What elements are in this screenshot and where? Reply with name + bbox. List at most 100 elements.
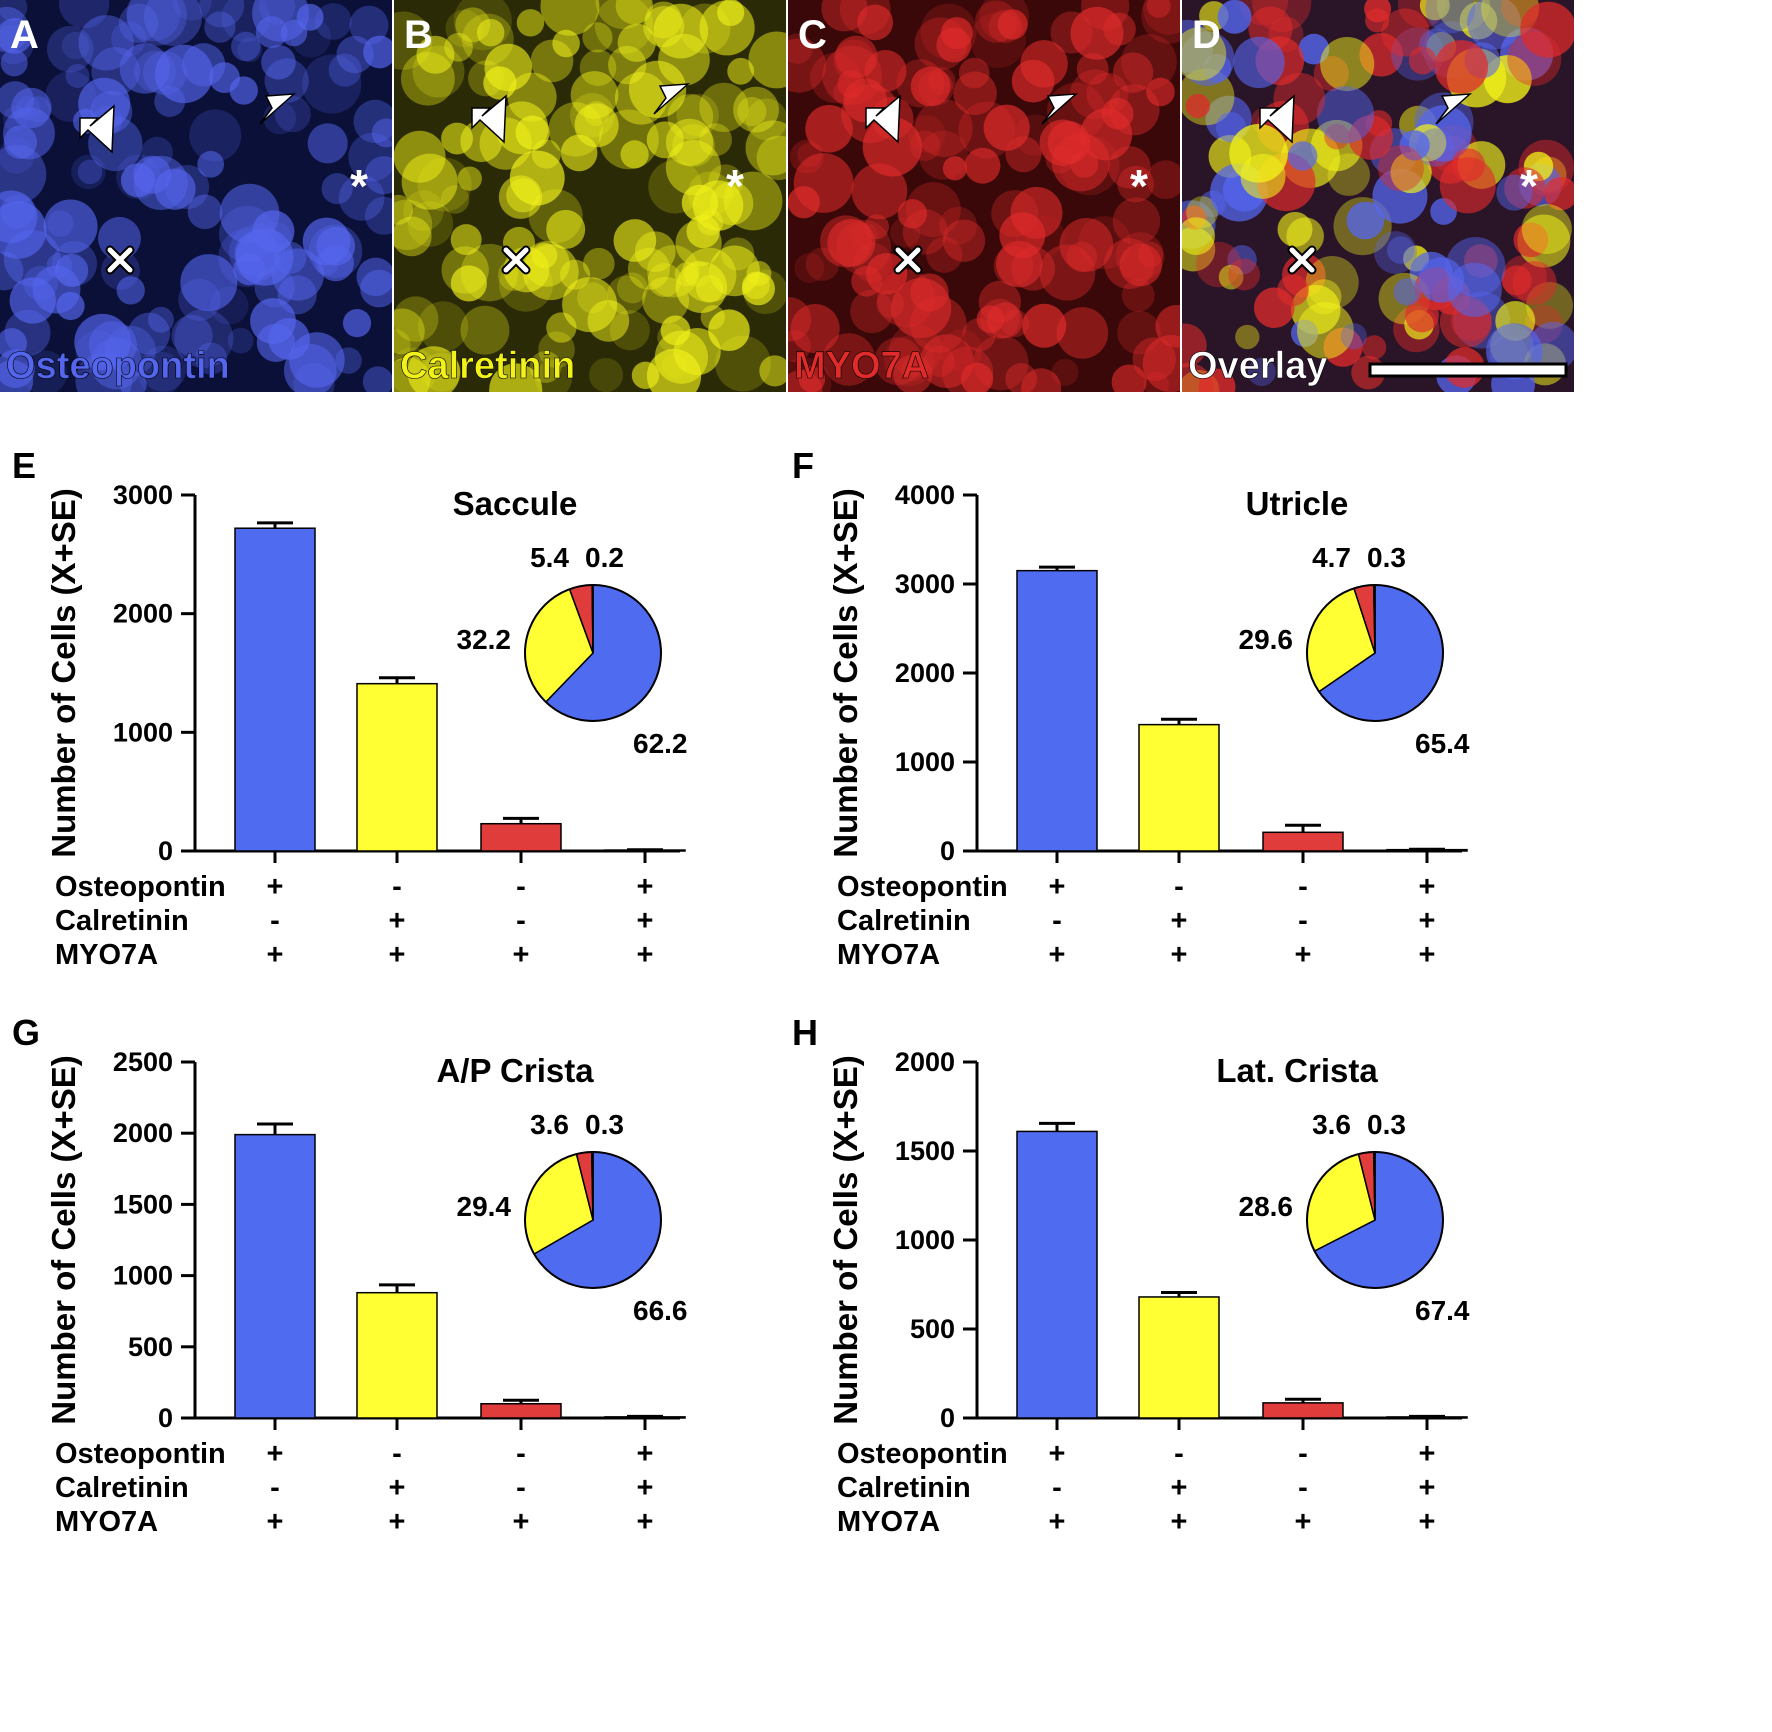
- y-tick-label: 1500: [895, 1136, 955, 1166]
- marker-sign: +: [637, 1438, 654, 1470]
- cell-blob: [143, 0, 203, 46]
- cell-blob: [1287, 141, 1318, 171]
- cell-blob: [1112, 52, 1154, 93]
- pie-label: 3.6: [530, 1109, 569, 1140]
- cell-blob: [1544, 176, 1574, 211]
- cell-blob: [1146, 0, 1171, 18]
- cell-blob: [1014, 114, 1057, 156]
- cell-blob: [857, 4, 894, 41]
- bar: [234, 527, 316, 852]
- pie-chart: 66.6 29.4 3.6 0.3: [457, 1109, 688, 1326]
- cell-blob: [1390, 151, 1432, 194]
- cell-blob: [794, 252, 825, 283]
- pie-outline: [524, 584, 662, 722]
- cell-blob: [1217, 0, 1252, 34]
- cell-blob: [261, 44, 296, 80]
- cell-blob: [672, 124, 715, 167]
- cell-blob: [1362, 335, 1387, 360]
- cell-blob: [733, 86, 779, 133]
- cell-blob: [1021, 368, 1062, 392]
- pie-label: 0.3: [585, 1109, 624, 1140]
- cell-blob: [1252, 0, 1312, 33]
- cell-blob: [61, 31, 90, 60]
- marker-sign: +: [637, 1506, 654, 1538]
- cell-blob: [1115, 232, 1165, 281]
- marker-sign: -: [1052, 905, 1062, 937]
- cell-blob: [827, 218, 876, 267]
- y-tick-label: 3000: [895, 569, 955, 599]
- marker-sign: +: [513, 939, 530, 971]
- cell-blob: [745, 120, 786, 176]
- cell-blob: [394, 216, 432, 257]
- marker-sign: +: [389, 1472, 406, 1504]
- y-tick-label: 1000: [113, 717, 173, 747]
- y-tick-label: 0: [940, 1403, 955, 1433]
- y-tick-label: 1000: [895, 1225, 955, 1255]
- cell-blob: [562, 277, 618, 333]
- cell-blob: [1142, 335, 1180, 392]
- cell-blob: [371, 118, 392, 148]
- arrow-icon: [471, 94, 507, 144]
- cell-texture: [0, 0, 392, 392]
- cell-blob: [1229, 123, 1288, 183]
- cell-blob: [407, 201, 454, 247]
- cell-blob: [646, 121, 684, 159]
- cell-blob: [1205, 95, 1252, 142]
- channel-label: Osteopontin: [6, 345, 230, 387]
- cell-blob: [570, 93, 615, 138]
- cell-blob: [1404, 298, 1439, 333]
- y-axis-label: Number of Cells (X+SE): [827, 488, 864, 858]
- cell-blob: [1386, 236, 1415, 264]
- cell-blob: [237, 37, 263, 63]
- cell-blob: [1377, 145, 1424, 192]
- cell-blob: [126, 0, 187, 46]
- cell-blob: [1051, 358, 1079, 386]
- arrowhead-icon: [1435, 93, 1473, 125]
- y-axis-label: Number of Cells (X+SE): [45, 488, 82, 858]
- pie-slice: [591, 584, 594, 654]
- cell-blob: [116, 276, 145, 305]
- cell-blob: [896, 59, 945, 108]
- cell-blob: [579, 49, 617, 87]
- cell-blob: [748, 31, 786, 89]
- cell-blob: [1108, 146, 1151, 189]
- cell-blob: [914, 99, 973, 158]
- cell-blob: [920, 3, 977, 60]
- row-label: MYO7A: [837, 939, 940, 971]
- cell-blob: [120, 163, 156, 198]
- cell-blob: [923, 345, 955, 378]
- arrowhead-icon: [1041, 93, 1079, 125]
- row-label: MYO7A: [837, 1506, 940, 1538]
- marker-sign: +: [1049, 939, 1066, 971]
- y-tick-label: 2500: [113, 1047, 173, 1077]
- cell-blob: [58, 0, 110, 29]
- cell-blob: [204, 11, 236, 43]
- image-panel-c: C MYO7A *: [788, 0, 1180, 392]
- cell-blob: [582, 247, 615, 280]
- cell-blob: [1024, 216, 1065, 257]
- marker-sign: -: [1174, 871, 1184, 903]
- cell-blob: [417, 301, 469, 352]
- cell-blob: [394, 329, 411, 362]
- cell-blob: [939, 206, 978, 245]
- marker-sign: -: [392, 1438, 402, 1470]
- cell-blob: [460, 243, 519, 302]
- pie-label: 0.2: [585, 542, 624, 573]
- cell-blob: [11, 87, 52, 129]
- cell-blob: [336, 35, 374, 74]
- cell-blob: [1416, 128, 1455, 167]
- pie-label: 29.4: [457, 1191, 512, 1222]
- panel-letter: H: [792, 1012, 818, 1053]
- cell-blob: [450, 265, 487, 302]
- cell-blob: [745, 98, 786, 141]
- chart-title: A/P Crista: [436, 1052, 594, 1089]
- cell-blob: [708, 309, 750, 352]
- cell-blob: [960, 362, 994, 392]
- cell-blob: [988, 9, 1023, 44]
- cell-blob: [975, 0, 1018, 43]
- marker-sign: +: [637, 1472, 654, 1504]
- chart-g: G A/P Crista Number of Cells (X+SE) 0 500 100…: [12, 1012, 688, 1538]
- cell-blob: [910, 66, 951, 107]
- cell-blob: [1141, 0, 1180, 44]
- cell-blob: [851, 265, 882, 297]
